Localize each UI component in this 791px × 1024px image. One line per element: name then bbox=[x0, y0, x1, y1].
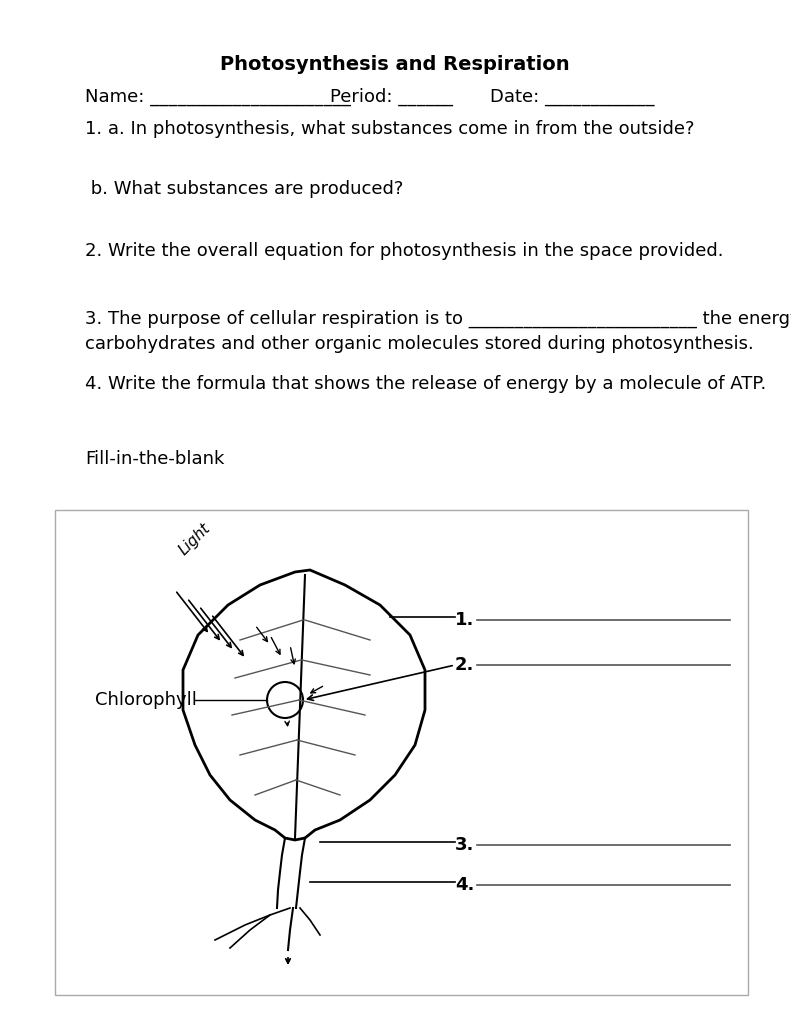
Text: 2.: 2. bbox=[455, 656, 475, 674]
Text: Period: ______: Period: ______ bbox=[330, 88, 453, 106]
Text: Chlorophyll: Chlorophyll bbox=[95, 691, 197, 709]
Text: Date: ____________: Date: ____________ bbox=[490, 88, 654, 106]
Text: 2. Write the overall equation for photosynthesis in the space provided.: 2. Write the overall equation for photos… bbox=[85, 242, 724, 260]
Text: 3.: 3. bbox=[455, 836, 475, 854]
Text: carbohydrates and other organic molecules stored during photosynthesis.: carbohydrates and other organic molecule… bbox=[85, 335, 754, 353]
Text: b. What substances are produced?: b. What substances are produced? bbox=[85, 180, 403, 198]
Text: Light: Light bbox=[176, 520, 214, 558]
Text: 1.: 1. bbox=[455, 611, 475, 629]
Text: 3. The purpose of cellular respiration is to _________________________ the energ: 3. The purpose of cellular respiration i… bbox=[85, 310, 791, 329]
Text: 4.: 4. bbox=[455, 876, 475, 894]
Text: 1. a. In photosynthesis, what substances come in from the outside?: 1. a. In photosynthesis, what substances… bbox=[85, 120, 694, 138]
Text: Photosynthesis and Respiration: Photosynthesis and Respiration bbox=[220, 55, 570, 74]
Text: 4. Write the formula that shows the release of energy by a molecule of ATP.: 4. Write the formula that shows the rele… bbox=[85, 375, 766, 393]
Text: Fill-in-the-blank: Fill-in-the-blank bbox=[85, 450, 225, 468]
Bar bbox=[55, 510, 748, 995]
Text: Name: ______________________: Name: ______________________ bbox=[85, 88, 351, 106]
